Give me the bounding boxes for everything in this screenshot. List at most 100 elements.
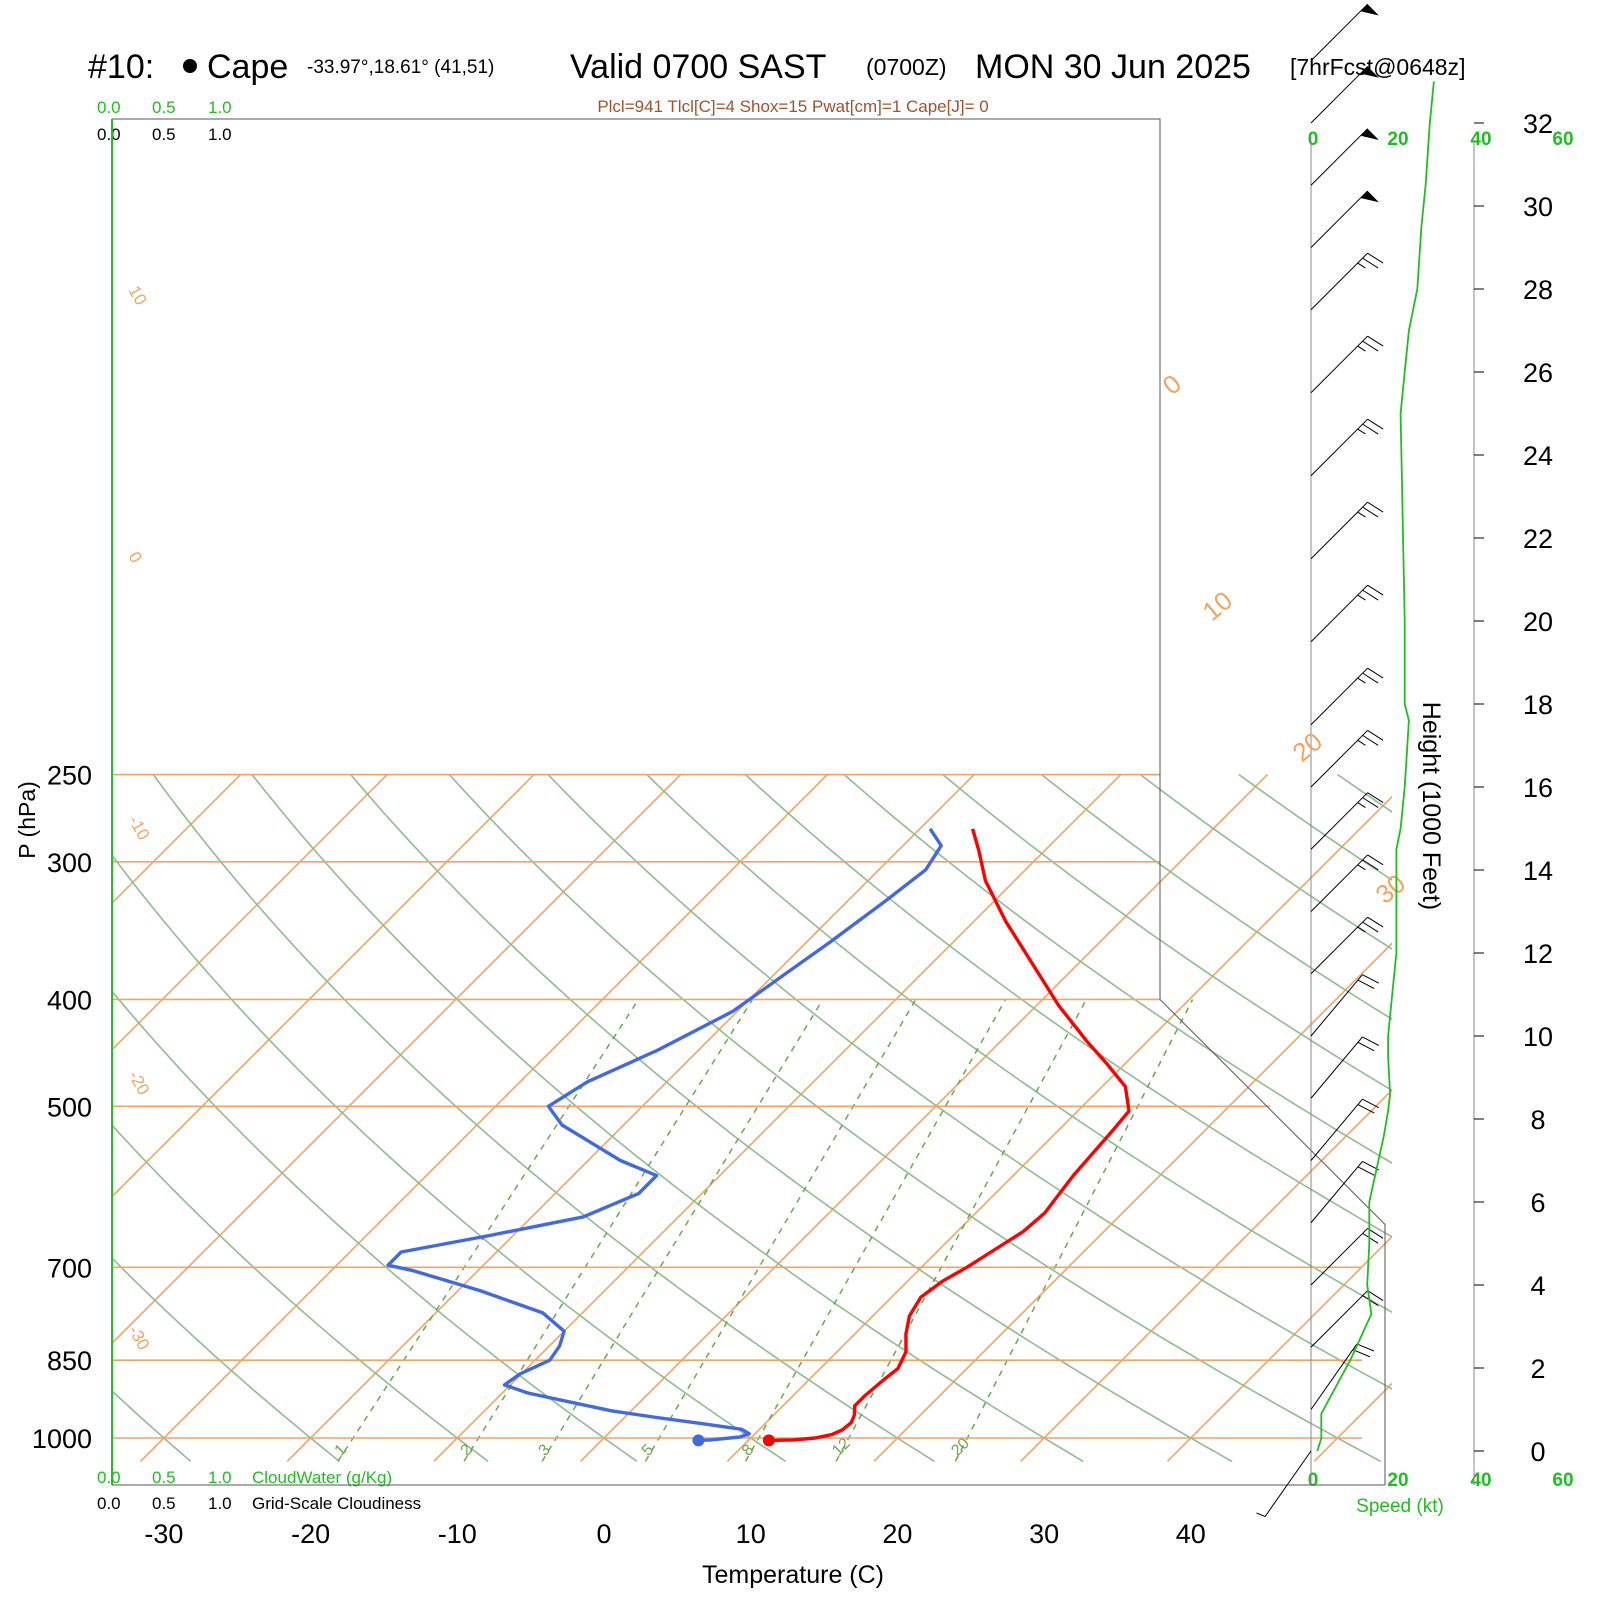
wind-barb-feather (1362, 340, 1379, 352)
mixing-ratio-label: 8 (739, 1441, 757, 1459)
isotherm-line (873, 942, 1392, 1462)
wind-barb-staff (1310, 1228, 1368, 1286)
temperature-line (768, 828, 1131, 1443)
isotherm-line (112, 773, 682, 1345)
dry-adiabat-line (349, 773, 1233, 1463)
mixing-ratio-line (835, 999, 1087, 1462)
dry-adiabat-line (646, 773, 1392, 1314)
cloudiness-bottom-1: 0.5 (152, 1494, 176, 1513)
wind-barb-feather (1367, 418, 1384, 430)
height-tick-label: 20 (1523, 607, 1553, 637)
wind-barb (1310, 1036, 1380, 1099)
wind-barbs (1256, 3, 1384, 1517)
temperature-tick-label: -20 (291, 1519, 330, 1549)
wind-barb-half-feather (1256, 1512, 1266, 1517)
wind-barb-feather (1367, 1290, 1384, 1302)
wind-barb-flag (1360, 66, 1379, 78)
wind-barb-staff (1310, 667, 1368, 726)
mixing-ratio-lines: 1 2 3 5 8 12 20 (332, 999, 1194, 1462)
wind-barb-feather (1362, 1036, 1380, 1046)
wind-barb-feather (1352, 1349, 1371, 1358)
cloudiness-top-1: 0.5 (152, 125, 176, 144)
wind-barb (1310, 190, 1379, 248)
wind-barb-feather (1356, 1343, 1375, 1352)
wind-speed-line (1316, 81, 1435, 1452)
wind-barb-half-feather (1357, 345, 1366, 352)
height-tick-label: 4 (1530, 1271, 1545, 1301)
wind-barb (1310, 335, 1384, 394)
wind-barb-staff (1310, 854, 1368, 912)
dry-adiabat-line (152, 774, 935, 1463)
isobar-lines (112, 773, 1362, 1439)
indices-line: Plcl=941 Tlcl[C]=4 Shox=15 Pwat[cm]=1 Ca… (597, 97, 988, 116)
height-tick-label: 0 (1530, 1437, 1545, 1467)
height-tick-label: 6 (1530, 1188, 1545, 1218)
temperature-tick-label: 30 (1029, 1519, 1059, 1549)
frame-right-edge (112, 118, 1386, 1485)
wind-barb-staff (1310, 730, 1368, 788)
wind-barb-staff (1310, 1343, 1358, 1410)
wind-barb-feather (1362, 672, 1379, 684)
pressure-tick-label: 850 (47, 1346, 92, 1376)
isotherm-label: -20 (125, 1068, 154, 1099)
wind-barb-staff (1310, 252, 1368, 311)
speed-bottom-20: 20 (1387, 1470, 1408, 1491)
wind-barb-feather (1367, 792, 1384, 804)
height-tick-label: 28 (1523, 275, 1553, 305)
mixing-ratio-label: 5 (639, 1441, 657, 1459)
wind-barb-feather (1362, 1232, 1379, 1244)
height-tick-label: 8 (1530, 1105, 1545, 1135)
wind-barb-feather (1362, 921, 1379, 933)
speed-top-60: 60 (1552, 129, 1573, 150)
wind-barb-staff (1310, 3, 1368, 62)
wind-barb-half-feather (1357, 677, 1366, 684)
cloudiness-title: Grid-Scale Cloudiness (252, 1494, 421, 1513)
wind-barb-feather (1357, 1041, 1375, 1052)
isotherm-line (1166, 1235, 1392, 1462)
cloudwater-title: CloudWater (g/Kg) (252, 1468, 392, 1487)
wind-barb-flag (1360, 128, 1379, 140)
dry-adiabat-line (112, 853, 787, 1463)
dry-adiabat-line (1040, 773, 1392, 1021)
dry-adiabat-line (112, 990, 638, 1463)
wind-barb (1310, 3, 1379, 62)
wind-barb-flag (1360, 4, 1379, 16)
wind-barb-flag (1360, 190, 1379, 203)
wind-barb-staff (1310, 418, 1368, 477)
isotherm-line (433, 773, 1122, 1462)
cloudiness-top-0: 0.0 (97, 125, 121, 144)
dry-adiabat-line (112, 1256, 340, 1463)
cloudwater-bottom-2: 1.0 (208, 1468, 232, 1487)
isotherm-line (1020, 1088, 1392, 1462)
wind-barb-feather (1367, 916, 1384, 928)
speed-top-0: 0 (1308, 129, 1319, 150)
pressure-tick-label: 250 (47, 761, 92, 791)
wind-barb-feather (1367, 584, 1384, 596)
isotherm-label: 10 (1197, 585, 1238, 627)
wind-barb (1310, 792, 1384, 850)
dry-adiabat-line (251, 774, 1084, 1463)
chart-header: #10: Cape -33.97°,18.61° (41,51) Valid 0… (88, 48, 1465, 116)
zulu-time: (0700Z) (866, 54, 947, 80)
cloudiness-top-2: 1.0 (208, 125, 232, 144)
wind-barb-feather (1362, 1098, 1380, 1109)
wind-barb-staff (1310, 1036, 1363, 1099)
wind-barb-half-feather (1357, 428, 1366, 435)
cloudwater-bottom-1: 0.5 (152, 1468, 176, 1487)
temperature-tick-label: 10 (736, 1519, 766, 1549)
wind-barb-feather (1362, 734, 1379, 746)
surface-temperature-point (762, 1434, 775, 1447)
cloudwater-top-1: 0.5 (152, 98, 176, 117)
wind-barb (1310, 916, 1384, 975)
pressure-axis-title: P (hPa) (14, 781, 40, 859)
wind-barb-feather (1362, 859, 1379, 871)
speed-bottom-0: 0 (1308, 1470, 1319, 1491)
wind-barb-staff (1264, 1450, 1312, 1517)
sounding-profiles (386, 827, 1131, 1447)
wind-barb-feather (1357, 1166, 1375, 1176)
wind-barb (1310, 418, 1384, 477)
isotherm-label: 0 (1157, 368, 1187, 400)
valid-date: MON 30 Jun 2025 (975, 48, 1251, 86)
